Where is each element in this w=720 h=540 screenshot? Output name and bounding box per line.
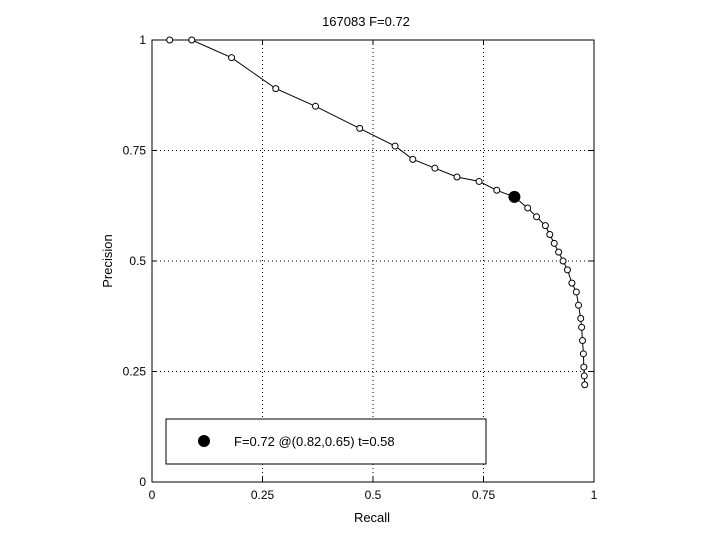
legend: F=0.72 @(0.82,0.65) t=0.58	[165, 418, 487, 465]
best-f-point	[508, 190, 521, 203]
data-point	[568, 279, 576, 287]
legend-label: F=0.72 @(0.82,0.65) t=0.58	[234, 434, 395, 449]
data-point	[453, 173, 461, 181]
data-point	[356, 124, 364, 132]
x-tick-label: 1	[591, 488, 598, 502]
data-point	[559, 257, 567, 265]
y-tick-label: 1	[139, 33, 146, 47]
data-point	[493, 186, 501, 194]
y-tick-labels: 0 0.25 0.5 0.75 1	[123, 33, 147, 489]
data-point	[580, 372, 588, 380]
data-point	[272, 85, 280, 93]
x-tick-label: 0.25	[251, 488, 275, 502]
data-point	[577, 314, 585, 322]
data-point	[580, 363, 588, 371]
legend-box	[165, 418, 487, 465]
x-axis-label: Recall	[354, 510, 390, 525]
data-point	[579, 337, 587, 345]
y-tick-label: 0	[139, 475, 146, 489]
data-point	[563, 266, 571, 274]
data-point	[579, 350, 587, 358]
data-point	[409, 155, 417, 163]
x-tick-label: 0	[149, 488, 156, 502]
chart-title: 167083 F=0.72	[322, 14, 410, 29]
data-point	[228, 54, 236, 62]
data-point	[578, 323, 586, 331]
y-tick-label: 0.75	[123, 144, 147, 158]
y-tick-label: 0.5	[129, 254, 146, 268]
x-tick-label: 0.75	[472, 488, 496, 502]
data-point	[546, 230, 554, 238]
data-point	[572, 288, 580, 296]
data-point	[431, 164, 439, 172]
data-point	[541, 222, 549, 230]
data-point	[188, 36, 196, 44]
grid-lines	[152, 40, 594, 482]
data-point	[533, 213, 541, 221]
x-tick-label: 0.5	[365, 488, 382, 502]
data-point	[550, 239, 558, 247]
x-tick-labels: 0 0.25 0.5 0.75 1	[149, 488, 598, 502]
data-point	[166, 36, 174, 44]
data-point	[555, 248, 563, 256]
legend-marker	[198, 435, 210, 447]
data-point	[575, 301, 583, 309]
series-group	[166, 36, 589, 389]
data-point	[312, 102, 320, 110]
data-point	[391, 142, 399, 150]
data-point	[475, 177, 483, 185]
y-axis-label: Precision	[100, 234, 115, 287]
axis-ticks	[151, 39, 595, 483]
data-point	[524, 204, 532, 212]
data-point	[581, 381, 589, 389]
y-tick-label: 0.25	[123, 365, 147, 379]
